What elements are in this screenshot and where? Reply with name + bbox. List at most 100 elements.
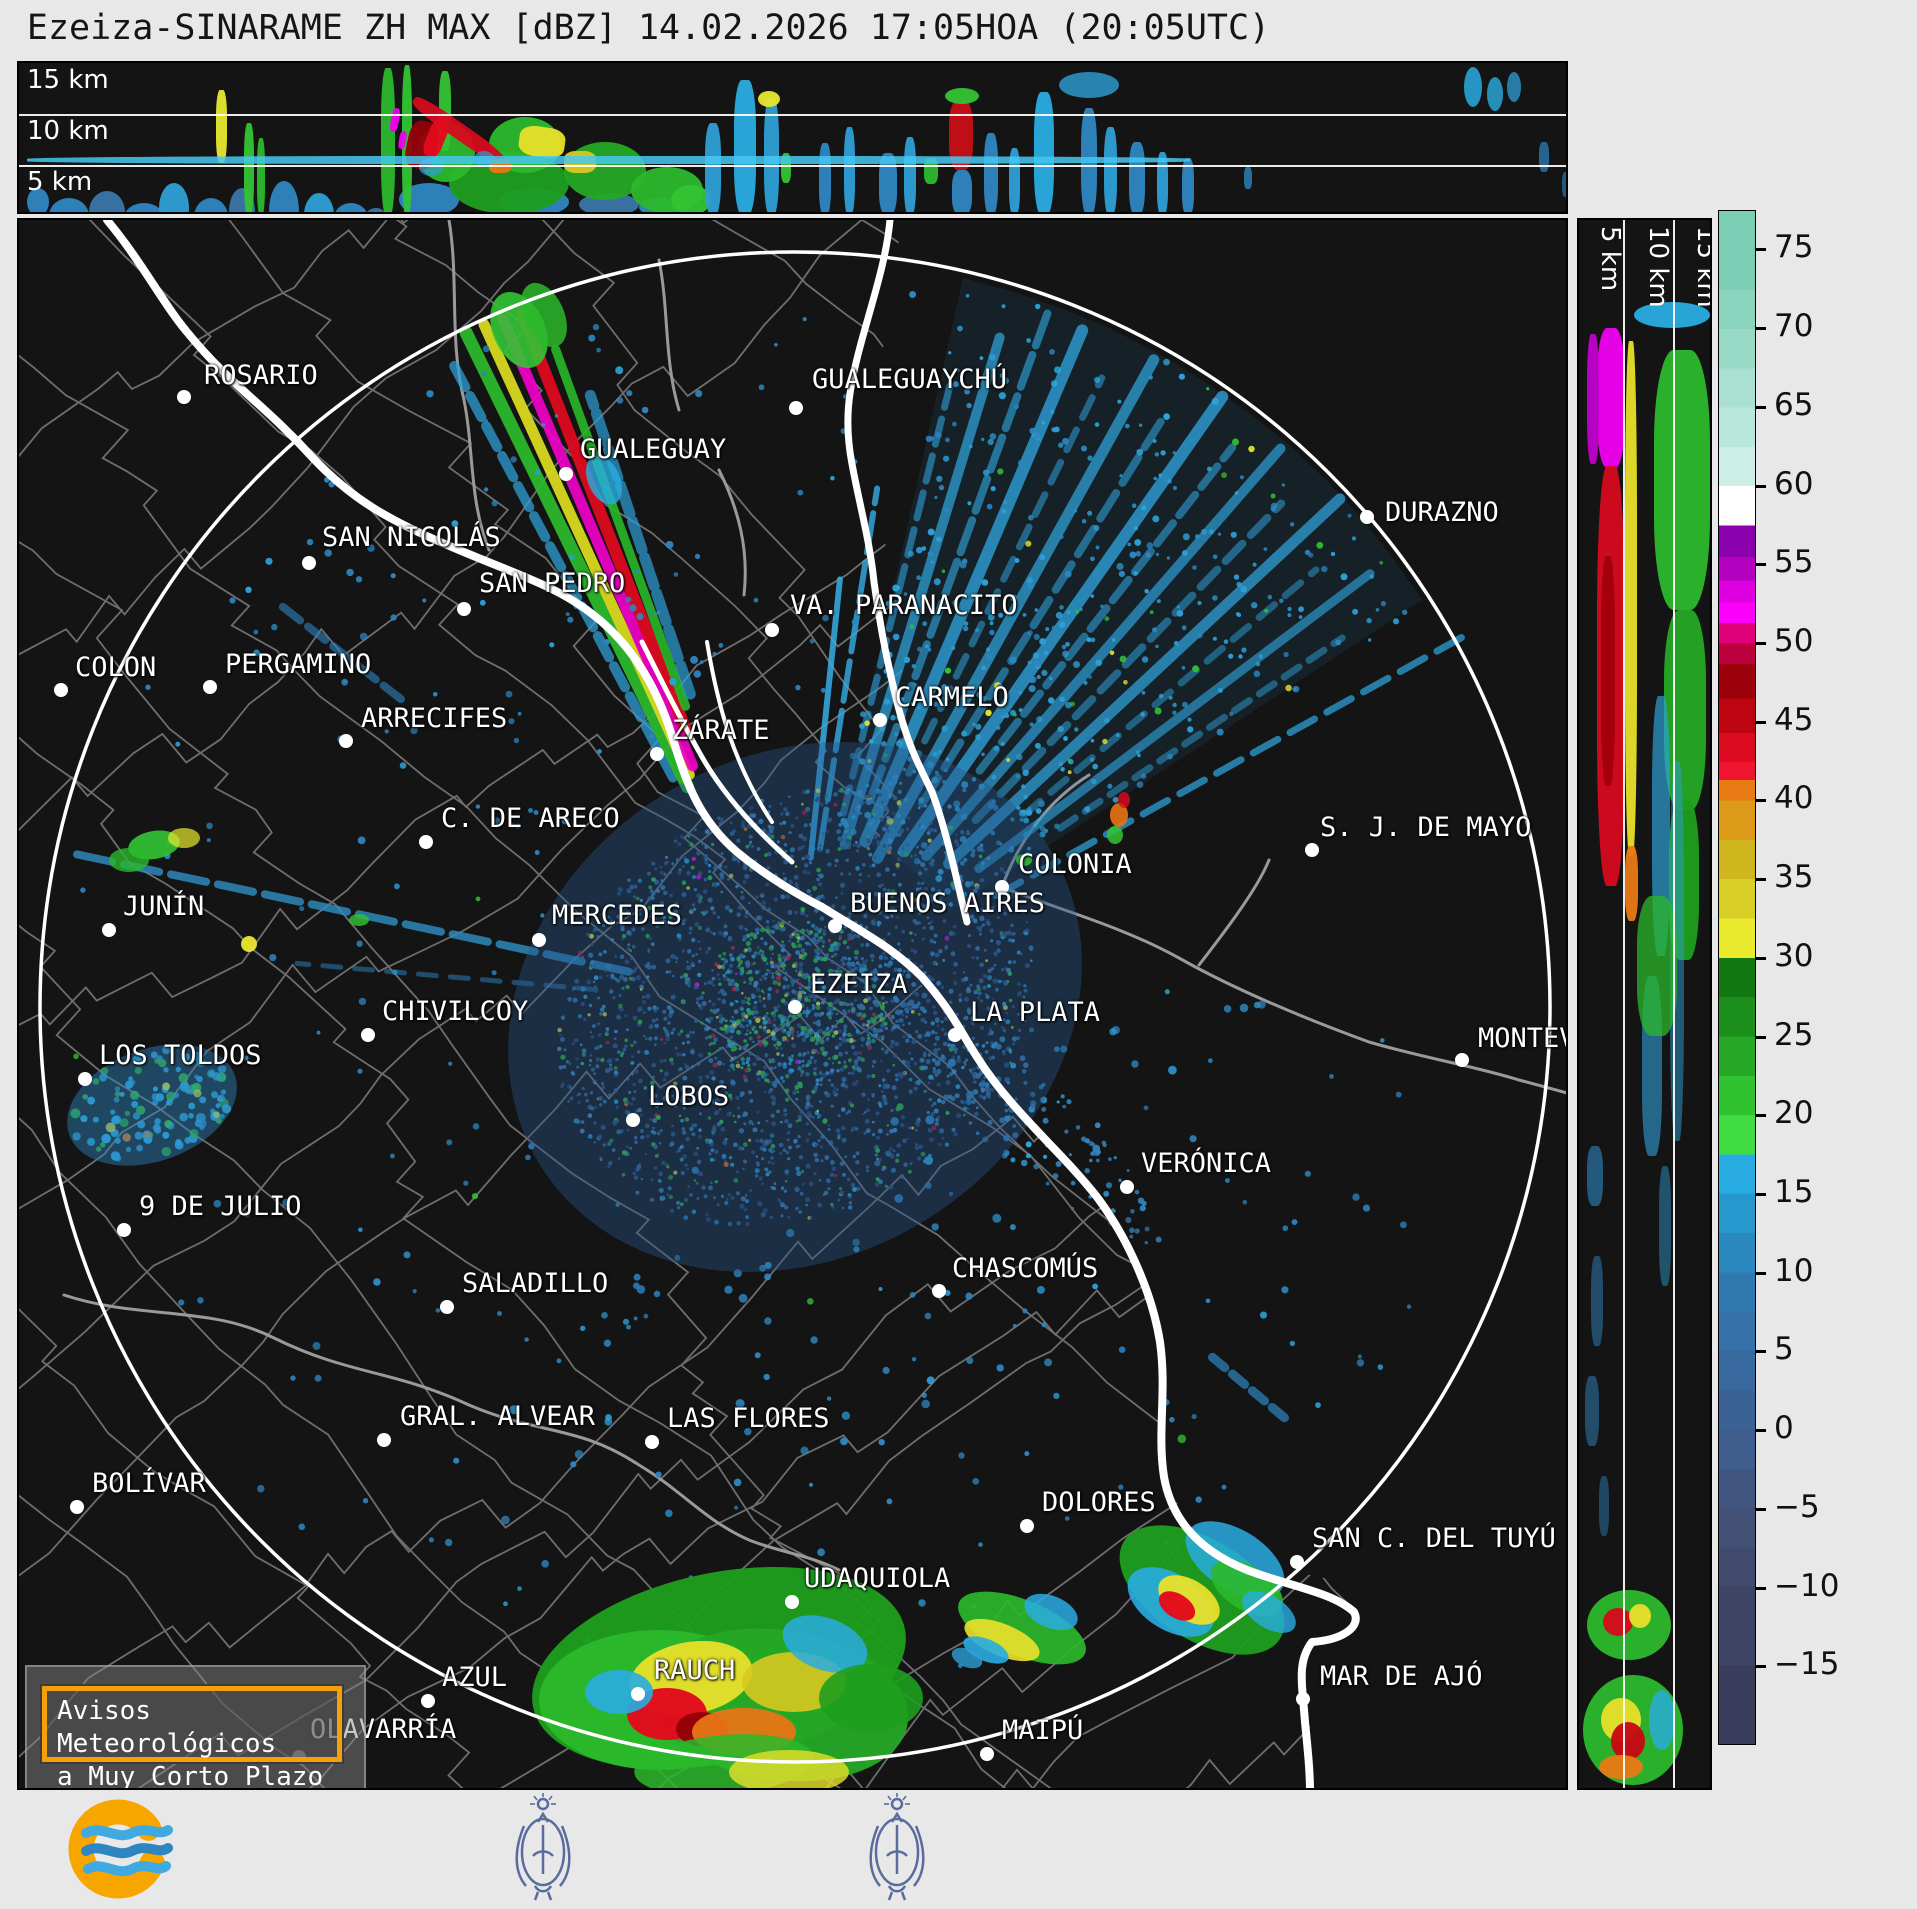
city-dot xyxy=(1360,510,1374,524)
defense-coat-of-arms-icon xyxy=(515,1793,571,1901)
echo-blob xyxy=(1611,1722,1645,1760)
top-panel-label-10km: 10 km xyxy=(27,116,109,146)
colorbar-tick-label: 55 xyxy=(1774,544,1814,581)
colorbar-tick-label: 0 xyxy=(1774,1410,1794,1447)
colorbar-tick-label: 65 xyxy=(1774,386,1814,423)
colorbar-tick-label: −5 xyxy=(1774,1489,1820,1526)
city-dot xyxy=(532,933,546,947)
echo-blob xyxy=(194,198,228,212)
city-dot xyxy=(377,1433,391,1447)
alert-line1: Avisos Meteorológicos xyxy=(57,1696,277,1759)
echo-blob xyxy=(879,153,897,212)
echo-blob xyxy=(671,185,711,212)
city-label: MAIPÚ xyxy=(1002,1715,1084,1746)
city-dot xyxy=(631,1687,645,1701)
short-term-warnings-button[interactable]: Avisos Meteorológicos a Muy Corto Plazo xyxy=(40,1684,344,1788)
city-label: SAN NICOLÁS xyxy=(322,522,501,553)
colorbar-tick xyxy=(1756,327,1766,331)
colorbar-tick xyxy=(1756,1114,1766,1118)
city-dot xyxy=(70,1500,84,1514)
city-label: MERCEDES xyxy=(552,900,683,931)
echo-blob xyxy=(27,156,1190,164)
product-title: Ezeiza-SINARAME ZH MAX [dBZ] 14.02.2026 … xyxy=(26,8,1271,48)
colorbar-tick xyxy=(1756,484,1766,488)
echo-blob xyxy=(1587,334,1599,464)
echo-blob xyxy=(1597,328,1625,468)
city-label: EZEIZA xyxy=(810,969,908,1000)
city-label: SAN PEDRO xyxy=(479,568,626,599)
smn-logo xyxy=(68,1799,173,1899)
colorbar-tick xyxy=(1756,563,1766,567)
gray-coast-lines xyxy=(62,220,1566,1572)
city-label: JUNÍN xyxy=(123,891,205,922)
city-dot xyxy=(1290,1555,1304,1569)
top-panel-label-15km: 15 km xyxy=(27,65,109,95)
city-label: GUALEGUAY xyxy=(580,434,727,465)
echo-blob xyxy=(49,198,89,212)
right-panel-label-5km: 5 km xyxy=(1595,226,1625,292)
echo-blob xyxy=(1464,67,1482,107)
city-dot xyxy=(1305,843,1319,857)
city-label: BOLÍVAR xyxy=(92,1468,206,1499)
echo-blob xyxy=(1104,127,1117,212)
storm-cells xyxy=(67,282,1296,1788)
echo-blob xyxy=(1507,72,1521,102)
city-label: AZUL xyxy=(442,1662,508,1693)
echo-blob xyxy=(27,188,49,212)
city-label: SAN C. DEL TUYÚ xyxy=(1312,1523,1556,1554)
city-label: ARRECIFES xyxy=(361,703,508,734)
echo-blob xyxy=(1182,158,1194,212)
city-dot xyxy=(948,1028,962,1042)
city-dot xyxy=(828,919,842,933)
echo-blob xyxy=(1244,167,1252,189)
city-dot xyxy=(302,556,316,570)
echo-blob xyxy=(1157,152,1168,212)
city-dot xyxy=(54,683,68,697)
echo-blob xyxy=(334,203,368,212)
colorbar-tick-label: −10 xyxy=(1774,1567,1840,1604)
city-label: BUENOS AIRES xyxy=(850,888,1046,919)
echo-blob xyxy=(952,170,972,212)
city-label: CARMELO xyxy=(895,682,1009,713)
city-label: COLON xyxy=(75,652,157,683)
top-cross-section-panel: 15 km 10 km 5 km xyxy=(17,61,1568,214)
echo-blob xyxy=(364,208,388,212)
echo-blob xyxy=(269,181,299,212)
echo-blob xyxy=(844,127,855,212)
right-panel-10km-line xyxy=(1673,220,1675,1788)
colorbar-tick-label: 40 xyxy=(1774,780,1814,817)
city-dot xyxy=(932,1284,946,1298)
colorbar-tick xyxy=(1756,1586,1766,1590)
echo-blob xyxy=(244,123,254,212)
city-dot xyxy=(995,880,1009,894)
economy-coat-of-arms-icon xyxy=(869,1793,925,1901)
echo-blob xyxy=(1539,142,1549,172)
colorbar-tick xyxy=(1756,1507,1766,1511)
city-label: ROSARIO xyxy=(204,360,318,391)
echo-blob xyxy=(1009,148,1020,212)
colorbar-tick xyxy=(1756,1192,1766,1196)
echo-blob xyxy=(904,137,916,212)
echo-blob xyxy=(1591,1256,1603,1346)
radar-map: ROSARIO GUALEGUAYCHÚ GUALEGUAY SAN NICOLÁS D… xyxy=(17,218,1568,1790)
echo-blob xyxy=(124,203,164,212)
echo-blob xyxy=(1599,1476,1609,1536)
colorbar-tick xyxy=(1756,1429,1766,1433)
echo-blob xyxy=(1659,1166,1671,1286)
colorbar-tick-label: 60 xyxy=(1774,465,1814,502)
city-label: PERGAMINO xyxy=(225,649,372,680)
colorbar-tick xyxy=(1756,1271,1766,1275)
city-label: RAUCH xyxy=(654,1655,736,1686)
colorbar-tick-label: −15 xyxy=(1774,1646,1840,1683)
right-panel-5km-line xyxy=(1623,220,1625,1788)
city-dot xyxy=(1020,1519,1034,1533)
city-label: COLONIA xyxy=(1018,849,1132,880)
echo-blob xyxy=(1599,1755,1643,1779)
city-label: ZÁRATE xyxy=(672,715,770,746)
echo-blob xyxy=(924,158,938,184)
city-label: GRAL. ALVEAR xyxy=(400,1401,596,1432)
colorbar-tick-label: 75 xyxy=(1774,229,1814,266)
echo-blob xyxy=(1059,72,1119,98)
city-dot xyxy=(789,401,803,415)
